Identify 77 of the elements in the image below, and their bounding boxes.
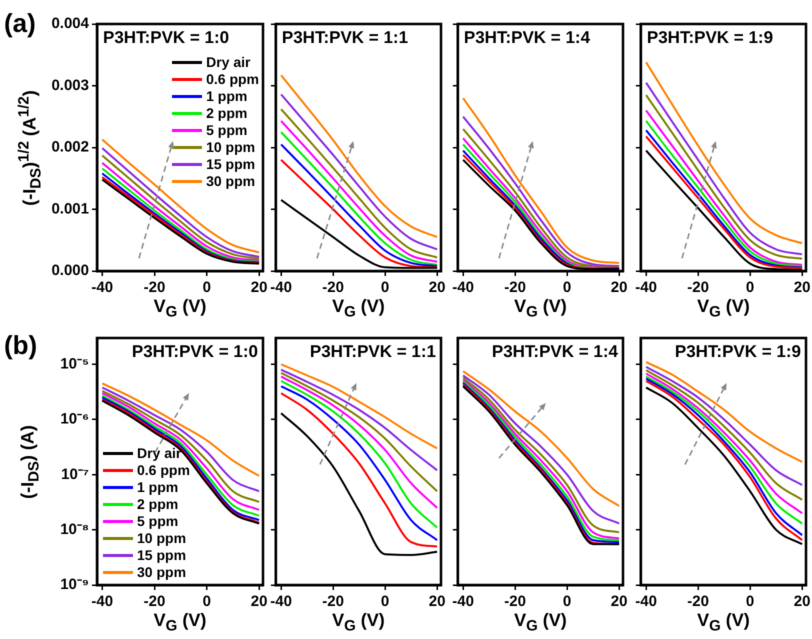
x-tick-label: -40: [635, 593, 657, 610]
y-tick-label: 10⁻⁸: [60, 520, 89, 538]
x-axis-title: V$_{G}$ (V): [332, 610, 385, 635]
x-tick-label: 20: [610, 279, 628, 296]
legend-label: 2 ppm: [206, 105, 248, 122]
x-tick-label: -40: [452, 593, 474, 610]
x-tick-label: -20: [687, 279, 709, 296]
x-axis-title: V$_{G}$ (V): [514, 610, 567, 635]
x-axis-title: V$_{G}$ (V): [697, 296, 750, 321]
legend-label: Dry air: [206, 54, 250, 71]
x-axis-title: V$_{G}$ (V): [154, 296, 206, 321]
x-axis-title: V$_{G}$ (V): [154, 610, 206, 635]
x-axis-title: V$_{G}$ (V): [514, 296, 567, 321]
y-tick-label: 0.000: [51, 262, 89, 280]
y-tick-label: 0.004: [51, 15, 90, 32]
text: (a): [4, 8, 36, 39]
x-tick-label: 20: [428, 279, 446, 296]
x-tick-label: 0: [202, 279, 211, 296]
legend-label: 1 ppm: [206, 88, 248, 105]
x-tick-label: 0: [202, 593, 211, 610]
x-tick-label: -40: [91, 279, 114, 296]
y-tick-label: 0.003: [51, 76, 89, 94]
x-tick-label: -40: [91, 593, 114, 610]
legend-label: 15 ppm: [206, 156, 256, 173]
x-tick-label: 20: [610, 593, 628, 610]
legend-label: Dry air: [137, 445, 182, 462]
legend-label: 15 ppm: [137, 547, 186, 564]
y-tick-label: 0.001: [51, 200, 89, 218]
y-tick-label: 10⁻⁵: [60, 355, 89, 372]
x-tick-label: 20: [428, 593, 446, 610]
chart-title: P3HT:PVK = 1:9: [646, 28, 774, 48]
x-axis-title: V$_{G}$ (V): [697, 610, 750, 635]
chart-title: P3HT:PVK = 1:4: [492, 342, 618, 362]
legend-label: 5 ppm: [206, 122, 248, 139]
x-tick-label: 0: [746, 279, 754, 296]
x-tick-label: -20: [322, 279, 344, 296]
x-tick-label: -20: [322, 593, 344, 610]
chart-title: P3HT:PVK = 1:0: [132, 342, 258, 362]
x-tick-label: 20: [794, 279, 810, 296]
x-tick-label: 20: [250, 279, 268, 296]
text: (b): [4, 330, 38, 361]
chart-title: P3HT:PVK = 1:4: [464, 28, 590, 48]
x-axis-title: V$_{G}$ (V): [332, 296, 385, 321]
x-tick-label: -40: [452, 279, 474, 296]
x-tick-label: 0: [380, 593, 390, 610]
x-tick-label: 20: [250, 593, 268, 610]
legend-label: 10 ppm: [137, 530, 186, 547]
legend-label: 30 ppm: [137, 564, 186, 581]
legend-label: 0.6 ppm: [206, 71, 259, 88]
line-series: [101, 382, 260, 477]
x-tick-label: 0: [380, 279, 390, 296]
x-tick-label: 20: [794, 593, 810, 610]
x-tick-label: -40: [270, 279, 292, 296]
chart-title: P3HT:PVK = 1:9: [674, 342, 801, 362]
x-tick-label: -40: [270, 593, 292, 610]
x-tick-label: 0: [746, 593, 754, 610]
chart-title: P3HT:PVK = 1:1: [310, 342, 436, 362]
legend-label: 10 ppm: [206, 139, 256, 156]
chart-title: P3HT:PVK = 1:0: [103, 28, 230, 48]
x-tick-label: -20: [504, 593, 526, 610]
x-tick-label: -20: [687, 593, 709, 610]
x-tick-label: -20: [144, 593, 166, 610]
x-tick-label: -40: [635, 279, 657, 296]
x-tick-label: 0: [562, 279, 572, 296]
legend-label: 2 ppm: [137, 496, 178, 513]
legend-label: 5 ppm: [137, 513, 178, 530]
legend-label: 1 ppm: [137, 479, 178, 496]
y-tick-label: 10⁻⁹: [60, 576, 89, 594]
legend-label: 30 ppm: [206, 173, 256, 190]
x-tick-label: -20: [504, 279, 526, 296]
x-tick-label: 0: [562, 593, 572, 610]
y-tick-label: 0.002: [51, 138, 89, 156]
chart-title: P3HT:PVK = 1:1: [282, 28, 408, 48]
y-tick-label: 10⁻⁶: [60, 410, 89, 428]
legend-label: 0.6 ppm: [137, 462, 190, 479]
y-tick-label: 10⁻⁷: [61, 466, 89, 483]
x-tick-label: -20: [144, 279, 166, 296]
